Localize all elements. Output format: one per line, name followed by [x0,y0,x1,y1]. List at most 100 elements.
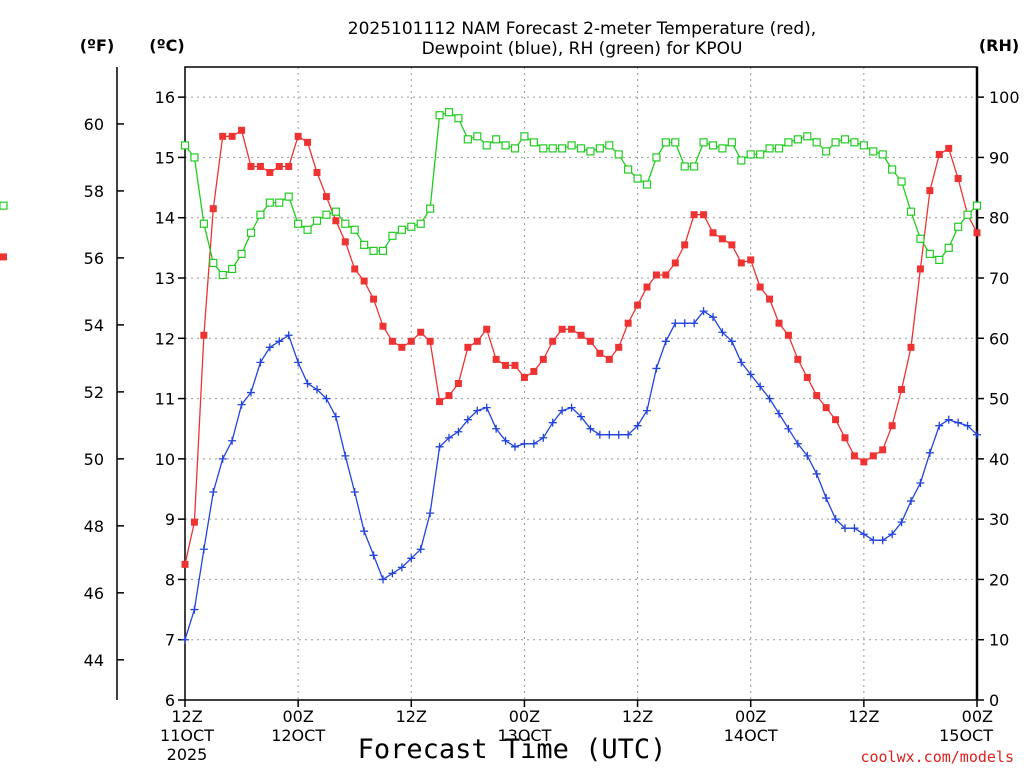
temperature-point [935,150,943,158]
dewpoint-point [680,319,689,328]
rh-point [228,264,237,274]
rh-point [444,108,454,117]
rh-point [435,111,444,120]
rh-point [831,138,840,147]
celsius-tick-label: 8 [165,570,175,589]
rh-point [322,210,331,219]
rh-point [312,216,322,225]
dewpoint-point [605,430,614,439]
dewpoint-point [944,415,953,424]
temperature-point [275,162,283,170]
dewpoint-point [784,424,793,433]
temperature-point [360,277,368,285]
rh-point [548,144,557,153]
dewpoint-point [661,337,670,346]
rh-point [360,240,369,249]
dewpoint-point [237,400,246,409]
dewpoint-point [775,409,783,418]
temperature-point [652,271,660,279]
temperature-point [662,271,670,279]
rh-point [690,162,699,171]
temperature-point [313,169,321,176]
source-credit: coolwx.com/models [860,748,1014,766]
temperature-point [954,175,962,183]
temperature-point [436,398,444,406]
dewpoint-point [548,418,557,427]
rh-tick-label: 90 [989,148,1009,167]
rh-point [727,138,736,147]
dewpoint-point [690,319,699,328]
dewpoint-point [586,424,595,433]
rh-point [793,135,802,144]
temperature-point [577,331,585,339]
dewpoint-point [397,563,406,572]
dewpoint-point [209,488,218,497]
rh-point [482,141,491,150]
rh-point [520,132,529,141]
temperature-point [181,560,189,568]
temperature-point [388,337,396,345]
temperature-point [228,132,236,140]
rh-point [454,114,463,123]
rh-point [275,198,284,207]
temperature-point [209,205,217,213]
dewpoint-point [803,451,812,460]
rh-point [284,192,293,201]
temperature-point [803,373,811,381]
dewpoint-point [954,418,963,427]
x-tick-label: 12Z [171,707,202,726]
dewpoint-point [520,439,529,448]
fahrenheit-tick-label: 44 [84,651,104,670]
dewpoint-point [765,394,774,403]
fahrenheit-tick-label: 50 [84,450,104,469]
rh-point [501,141,510,150]
dewpoint-point [265,343,274,352]
dewpoint-point [435,442,444,451]
rh-tick-label: 0 [989,691,999,710]
x-tick-label: 12Z [396,707,427,726]
rh-point [850,138,859,147]
temperature-point [520,373,528,381]
dewpoint-point [718,328,727,337]
rh-point [416,219,425,228]
temperature-point [322,193,330,201]
temperature-point [634,301,642,309]
rh-point [756,150,765,159]
dewpoint-point [595,430,604,439]
rh-point [180,141,190,150]
temperature-point [596,349,604,357]
celsius-tick-label: 12 [155,329,175,348]
rh-point [642,180,652,189]
x-tick-label: 15OCT [939,726,993,745]
dewpoint-point [313,385,321,394]
dewpoint-point [709,313,717,322]
rh-point [331,207,340,216]
rh-point [539,144,548,153]
temperature-point [483,325,491,333]
dewpoint-point [822,494,831,503]
temperature-point [624,319,632,327]
fahrenheit-tick-label: 60 [84,115,104,134]
fahrenheit-tick-label: 58 [84,182,104,201]
temperature-point [586,337,594,345]
rh-point [624,165,633,174]
rh-point [963,210,972,219]
temperature-point [426,337,434,345]
dewpoint-point [416,545,425,554]
dewpoint-point [925,448,934,457]
x-tick-label: 11OCT [160,726,214,745]
rh-point [388,231,397,240]
dewpoint-point [492,424,501,433]
dewpoint-point [501,436,510,445]
tick-labels: 6 7 8 9 10 11 12 13 14 15 16 44 46 48 50 52 54 56 58 60 0 10 2… [84,88,1020,764]
temperature-point [869,452,877,460]
temperature-point [407,337,415,345]
rh-point [840,135,850,144]
dewpoint-point [963,421,972,430]
temperature-point [916,265,924,273]
rh-point [897,177,906,186]
celsius-tick-label: 10 [155,450,175,469]
temperature-point [530,367,538,375]
dewpoint-point [916,478,925,487]
